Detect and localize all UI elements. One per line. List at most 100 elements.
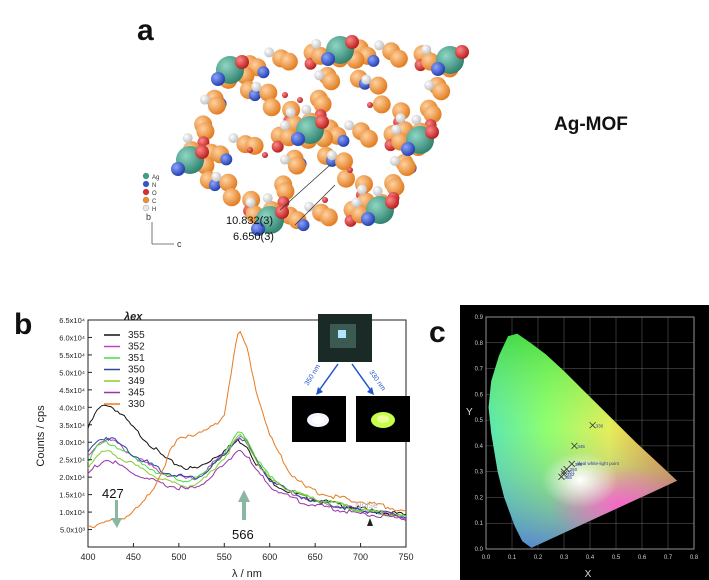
atom-o xyxy=(385,195,399,209)
cie-point-label-351: 351 xyxy=(567,470,575,475)
atom-o xyxy=(247,147,253,153)
x-tick-label: 400 xyxy=(80,552,95,562)
legend-text-n: N xyxy=(152,183,156,189)
legend-label-345: 345 xyxy=(128,388,145,399)
atom-c xyxy=(432,82,451,101)
atom-h xyxy=(411,114,422,125)
ideal-white-label: ideal white-light point xyxy=(577,461,620,466)
legend-label-330: 330 xyxy=(128,399,145,410)
atom-o xyxy=(297,97,303,103)
inset-photos: 350 nm 330 nm xyxy=(292,314,410,442)
atom-h xyxy=(199,94,210,105)
atom-h xyxy=(344,120,355,131)
cie-x-tick-label: 0.6 xyxy=(638,555,647,561)
atom-o xyxy=(367,102,373,108)
legend-label-355: 355 xyxy=(128,330,145,341)
series-line-330 xyxy=(88,330,407,529)
cie-x-tick-label: 0.1 xyxy=(508,555,517,561)
atom-o xyxy=(425,125,439,139)
atom-c xyxy=(337,169,355,188)
atom-h xyxy=(264,47,275,58)
atom-o xyxy=(275,205,289,219)
y-axis-title: Counts / cps xyxy=(35,405,47,467)
atom-n xyxy=(321,52,335,66)
legend-text-h: H xyxy=(152,207,156,213)
panel-a-letter: a xyxy=(137,14,154,47)
atom-h xyxy=(357,184,367,195)
atom-n xyxy=(337,134,350,147)
atom-c xyxy=(279,52,298,71)
atom-h xyxy=(279,154,290,165)
y-tick-label: 5.5x10⁴ xyxy=(59,351,85,360)
atom-o xyxy=(322,197,328,203)
atom-n xyxy=(401,142,415,156)
atom-n xyxy=(431,62,445,76)
cie-y-tick-label: 0.2 xyxy=(475,495,484,501)
axis-b-label: b xyxy=(146,212,151,222)
y-tick-label: 6.0x10⁴ xyxy=(59,333,85,342)
atom-n xyxy=(171,162,185,176)
atom-c xyxy=(219,173,238,192)
atom-n xyxy=(220,153,233,166)
atom-h xyxy=(395,113,406,124)
atom-c xyxy=(287,156,306,175)
arrow-label-566: 566 xyxy=(232,527,254,542)
atom-h xyxy=(211,171,222,182)
x-tick-label: 450 xyxy=(126,552,141,562)
cie-point-355 xyxy=(558,473,565,481)
legend-atom-c xyxy=(142,196,150,204)
distance-line-1 xyxy=(279,164,331,211)
arrow-427 xyxy=(111,500,122,528)
cie-x-tick-label: 0.4 xyxy=(586,555,595,561)
y-tick-label: 4.5x10⁴ xyxy=(59,386,85,395)
legend-atom-h xyxy=(142,204,150,212)
cie-x-tick-label: 0.2 xyxy=(534,555,543,561)
legend-label-351: 351 xyxy=(128,353,145,364)
atom-c xyxy=(423,105,442,124)
panel-c-letter: c xyxy=(429,316,446,349)
cie-x-tick-label: 0.7 xyxy=(664,555,673,561)
atom-o xyxy=(315,115,329,129)
atom-c xyxy=(259,83,278,102)
noise-marker xyxy=(367,518,373,526)
cie-point-345 xyxy=(571,442,578,450)
y-tick-label: 3.5x10⁴ xyxy=(59,421,85,430)
arrow-566 xyxy=(238,490,250,520)
legend-text-c: C xyxy=(152,199,157,205)
atom-c xyxy=(359,129,378,148)
x-axis-title: λ / nm xyxy=(232,568,262,580)
x-tick-label: 600 xyxy=(262,552,277,562)
cie-y-tick-label: 0.9 xyxy=(475,315,484,321)
y-tick-label: 2.0x10⁴ xyxy=(59,473,85,482)
atom-o xyxy=(282,92,288,98)
cie-y-label: Y xyxy=(466,407,473,418)
cie-y-tick-label: 0.3 xyxy=(475,470,484,476)
cie-point-349 xyxy=(568,460,576,468)
cie-plot-frame xyxy=(485,316,695,550)
noise-label: Noise xyxy=(355,500,378,510)
distance-line-2 xyxy=(294,184,336,226)
distance-label-1: 10.832(3) xyxy=(226,215,273,227)
cie-point-label-352: 352 xyxy=(567,472,575,477)
cie-y-tick-label: 0.5 xyxy=(475,418,484,424)
cie-y-tick-label: 0.0 xyxy=(475,547,484,553)
atom-h xyxy=(311,38,322,49)
legend-title: λex xyxy=(123,311,143,323)
atom-h xyxy=(361,74,372,85)
atom-o xyxy=(347,167,353,173)
atom-h xyxy=(182,133,193,144)
atom-c xyxy=(372,95,391,114)
atom-n xyxy=(248,89,261,102)
atom-n xyxy=(297,219,310,232)
distance-label-2: 6.650(3) xyxy=(233,231,274,243)
atom-h xyxy=(285,107,296,118)
atom-h xyxy=(424,80,435,91)
atom-c xyxy=(322,72,341,91)
atom-c xyxy=(313,95,332,114)
arrow-label-427: 427 xyxy=(102,486,124,501)
legend-text-o: O xyxy=(152,191,157,197)
x-tick-label: 700 xyxy=(353,552,368,562)
x-tick-label: 750 xyxy=(398,552,413,562)
